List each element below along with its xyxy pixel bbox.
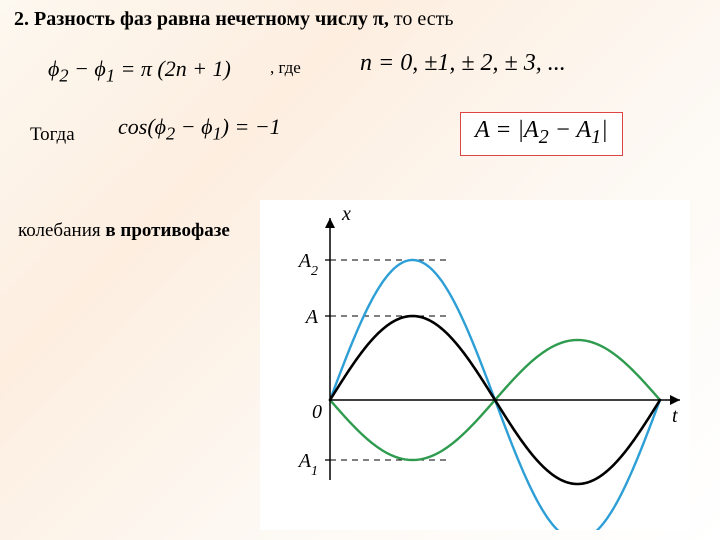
heading: 2. Разность фаз равна нечетному числу π,… bbox=[14, 8, 453, 31]
heading-bold: 2. Разность фаз равна нечетному числу π, bbox=[14, 8, 389, 30]
antiphase-bold: в противофазе bbox=[105, 220, 229, 241]
svg-text:A1: A1 bbox=[297, 450, 318, 479]
waveform-chart: x t 0 A2 A A1 bbox=[260, 200, 690, 530]
amplitude-formula-box: A = |A2 − A1| bbox=[460, 112, 623, 156]
n-values: n = 0, ±1, ± 2, ± 3, ... bbox=[360, 50, 566, 77]
cosine-equation: cos(ϕ2 − ϕ1) = −1 bbox=[118, 114, 281, 144]
svg-text:0: 0 bbox=[312, 401, 322, 423]
antiphase-text: колебания в противофазе bbox=[18, 220, 230, 242]
heading-rest: то есть bbox=[389, 8, 454, 30]
antiphase-prefix: колебания bbox=[18, 220, 105, 241]
svg-text:t: t bbox=[672, 405, 678, 427]
chart-svg: x t 0 A2 A A1 bbox=[260, 200, 690, 530]
svg-text:A2: A2 bbox=[297, 250, 318, 279]
phase-diff-equation: ϕ2 − ϕ1 = π (2n + 1) bbox=[48, 56, 231, 86]
then-label: Тогда bbox=[30, 124, 75, 146]
where-label: , где bbox=[270, 58, 301, 78]
svg-text:x: x bbox=[341, 203, 351, 225]
svg-text:A: A bbox=[304, 306, 319, 328]
